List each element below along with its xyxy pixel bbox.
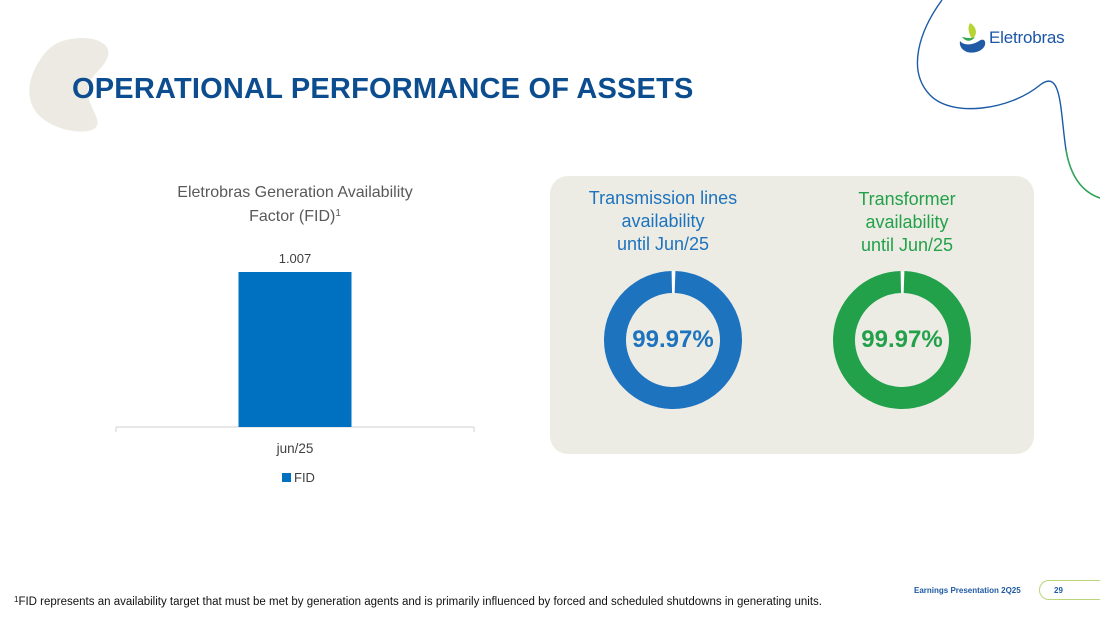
transmission-availability-value: 99.97% (632, 326, 714, 353)
footnote: 1FID represents an availability target t… (14, 595, 822, 608)
transmission-title-line-3: until Jun/25 (616, 234, 710, 254)
transmission-availability-title: Transmission lines availability until Ju… (563, 187, 763, 256)
transformer-availability-value: 99.97% (861, 326, 943, 353)
legend-swatch-fid (282, 473, 291, 482)
transmission-title-line-1: Transmission lines (588, 188, 738, 208)
decorative-curve (916, 0, 1100, 199)
transformer-donut (833, 271, 971, 409)
footer-label: Earnings Presentation 2Q25 (914, 586, 1021, 595)
bar-jun-25 (238, 272, 352, 427)
transformer-title-line-3: until Jun/25 (860, 235, 954, 255)
footnote-marker: 1 (14, 595, 19, 604)
transmission-title-line-2: availability (621, 211, 705, 231)
eletrobras-logo: Eletrobras (957, 18, 1087, 58)
logo-wordmark: Eletrobras (989, 28, 1065, 47)
chart-title-line-1: Eletrobras Generation Availability (177, 184, 413, 201)
chart-title-line-2: Factor (FID)1 (150, 205, 440, 229)
x-tick-label: jun/25 (276, 441, 314, 456)
chart-title: Eletrobras Generation Availability Facto… (150, 181, 440, 229)
transmission-donut (604, 271, 742, 409)
bar-data-label: 1.007 (279, 251, 312, 266)
page-number-pill (1039, 580, 1100, 600)
chart-title-superscript: 1 (335, 208, 341, 219)
transmission-donut-arc (604, 271, 742, 409)
transformer-title-line-1: Transformer (858, 189, 956, 209)
transformer-donut-arc (833, 271, 971, 409)
page-title: OPERATIONAL PERFORMANCE OF ASSETS (72, 73, 694, 105)
legend-label-fid: FID (294, 470, 315, 485)
footnote-text: FID represents an availability target th… (18, 596, 822, 608)
page-number: 29 (1054, 586, 1063, 595)
fid-bar-chart: 1.007 jun/25 FID (115, 251, 475, 485)
transformer-availability-title: Transformer availability until Jun/25 (807, 188, 1007, 257)
eletrobras-logo-icon (959, 23, 986, 53)
chart-title-line-2-text: Factor (FID) (249, 208, 336, 225)
transformer-title-line-2: availability (865, 212, 949, 232)
decorative-blob (29, 37, 109, 132)
